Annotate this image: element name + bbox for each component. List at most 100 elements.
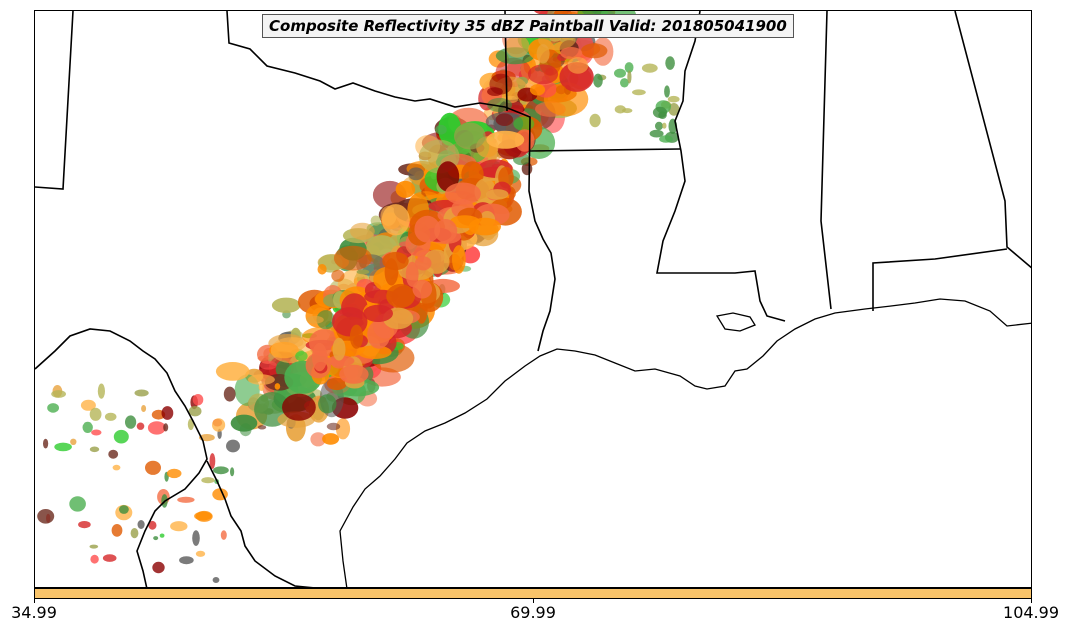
- colorbar-tick: [34, 599, 35, 603]
- echo-blob: [312, 342, 328, 372]
- echo-blob: [43, 438, 49, 449]
- echo-blob: [152, 561, 165, 574]
- echo-blob: [177, 496, 195, 503]
- echo-blob: [153, 536, 159, 541]
- echo-blob: [258, 383, 265, 391]
- echo-blob: [170, 521, 188, 532]
- echo-blob: [163, 423, 169, 432]
- echo-blob: [326, 377, 347, 391]
- echo-blob: [333, 245, 372, 271]
- echo-blob: [274, 383, 281, 390]
- echo-blob: [322, 433, 340, 445]
- echo-blob: [405, 261, 419, 287]
- echo-blob: [188, 406, 202, 417]
- echo-blob: [495, 113, 514, 126]
- echo-blob: [408, 167, 424, 181]
- echo-blob: [536, 44, 550, 64]
- echo-blob: [370, 215, 381, 226]
- echo-blob: [239, 423, 252, 437]
- echo-blob: [505, 35, 530, 58]
- echo-blob: [179, 556, 194, 565]
- echo-blob: [454, 122, 486, 150]
- gulf-coast: [339, 298, 1031, 587]
- echo-blob: [166, 468, 182, 479]
- echo-blob: [113, 429, 129, 444]
- echo-blob: [434, 219, 458, 243]
- echo-blob: [119, 505, 129, 514]
- echo-blob: [414, 215, 441, 243]
- coastline: [339, 298, 1031, 587]
- echo-blob: [82, 421, 93, 433]
- echo-blob: [357, 345, 392, 360]
- echo-blob: [326, 422, 341, 431]
- red-river-border: [226, 11, 556, 352]
- echo-blob: [589, 113, 601, 128]
- echo-blob: [423, 249, 450, 274]
- echo-blob: [452, 245, 466, 274]
- echo-blob: [137, 520, 145, 529]
- echo-blob: [593, 73, 603, 88]
- echo-blob: [649, 129, 664, 138]
- echo-blob: [513, 116, 535, 131]
- echo-blob: [78, 521, 91, 529]
- map-title: Composite Reflectivity 35 dBZ Paintball …: [262, 14, 794, 38]
- echo-blob: [487, 87, 503, 96]
- echo-blob: [54, 442, 72, 452]
- echo-blob: [90, 554, 99, 564]
- echo-blob: [125, 415, 137, 429]
- echo-blob: [655, 121, 663, 131]
- echo-blob: [89, 407, 102, 421]
- echo-blob: [555, 85, 567, 95]
- echo-blob: [527, 64, 559, 85]
- colorbar-tick-label-max: 104.99: [1003, 603, 1059, 622]
- echo-blob: [486, 130, 525, 149]
- echo-blob: [69, 496, 86, 512]
- echo-blob: [350, 222, 375, 240]
- echo-blob: [194, 511, 212, 521]
- echo-blob: [468, 217, 501, 236]
- echo-blob: [381, 204, 410, 236]
- echo-blob: [659, 135, 673, 143]
- echo-blob: [295, 351, 308, 362]
- echo-blob: [91, 429, 102, 436]
- mexico-border-lower: [206, 460, 314, 587]
- nm-tx-border: [35, 11, 74, 190]
- echo-blob: [632, 89, 646, 96]
- echo-blob: [665, 56, 675, 70]
- echo-blob: [335, 418, 351, 440]
- echo-blob: [316, 310, 335, 330]
- echo-blob: [47, 403, 59, 413]
- echo-blob: [652, 106, 668, 118]
- colorbar-tick: [533, 599, 534, 603]
- echo-blob: [435, 124, 447, 135]
- reflectivity-map: [35, 11, 1031, 587]
- echo-blob: [247, 374, 275, 385]
- mississippi-river: [656, 11, 786, 322]
- echo-blob: [80, 399, 96, 411]
- echo-blob: [529, 84, 546, 96]
- echo-blob: [614, 68, 626, 78]
- echo-blob: [130, 528, 139, 539]
- echo-blob: [624, 62, 634, 73]
- lake-pontchartrain: [715, 312, 756, 332]
- echo-blob: [567, 57, 589, 74]
- echo-blob: [282, 393, 316, 421]
- echo-blob: [89, 446, 100, 453]
- echo-blob: [591, 11, 599, 14]
- colorbar-tick-label-mid: 69.99: [510, 603, 556, 622]
- echo-blob: [159, 533, 165, 538]
- echo-blob: [161, 406, 174, 420]
- colorbar-tick: [1031, 599, 1032, 603]
- echo-blob: [386, 283, 415, 309]
- echo-blob: [51, 390, 66, 398]
- echo-blob: [112, 464, 121, 471]
- colorbar-tick-label-min: 34.99: [11, 603, 57, 622]
- echo-blob: [212, 577, 220, 583]
- echo-blob: [627, 70, 632, 84]
- echo-blob: [349, 324, 364, 349]
- echo-blob: [257, 425, 267, 430]
- echo-blob: [104, 412, 117, 421]
- echo-blob: [209, 453, 216, 469]
- echo-blob: [230, 467, 235, 477]
- al-fl-border: [872, 248, 1008, 311]
